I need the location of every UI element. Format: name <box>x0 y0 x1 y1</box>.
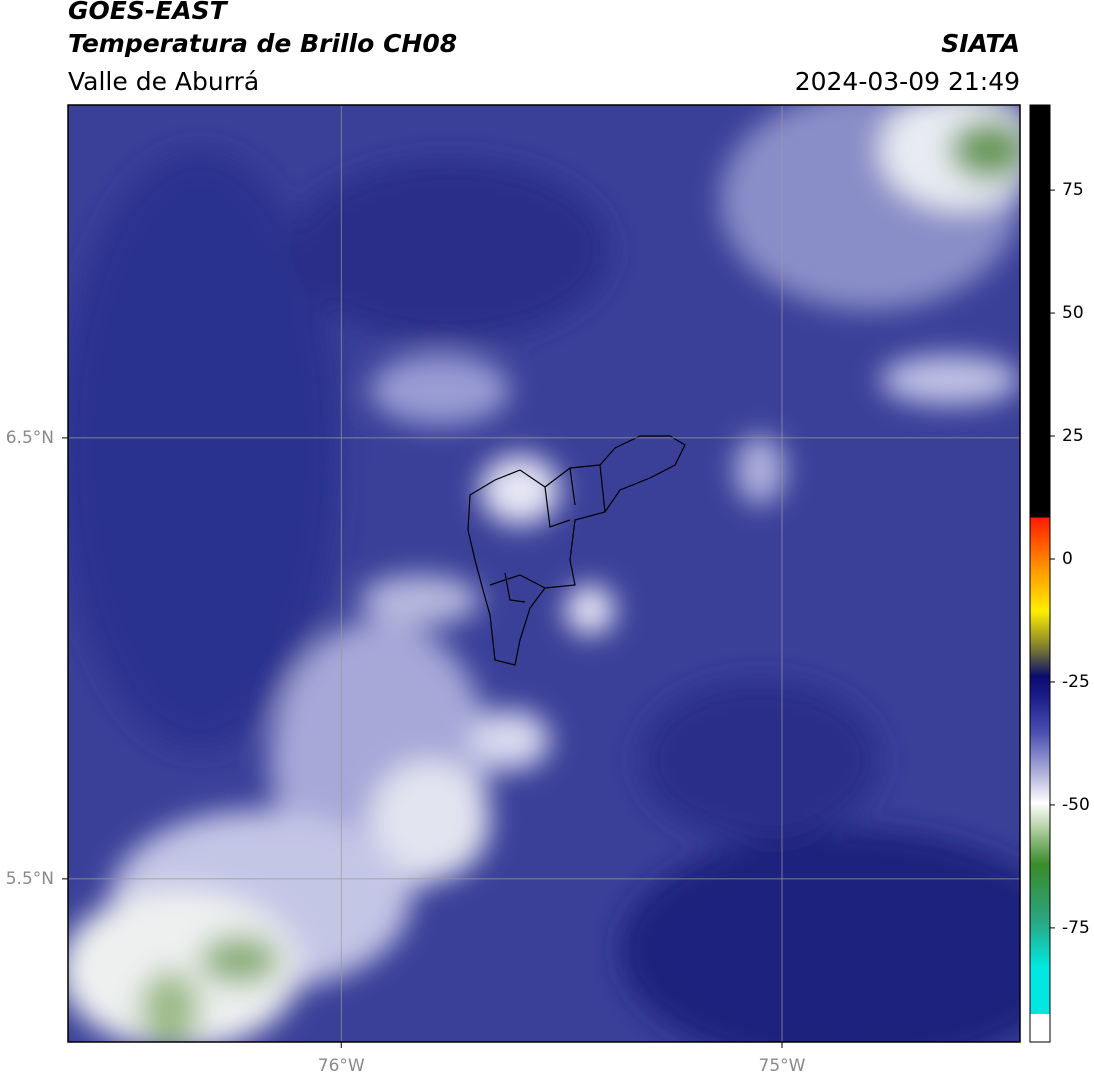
colorbar-label: 50 <box>1062 303 1084 323</box>
timestamp: 2024-03-09 21:49 <box>795 67 1020 96</box>
colorbar-label: -75 <box>1062 918 1090 938</box>
subtitle: Temperatura de Brillo CH08 <box>68 29 457 58</box>
lat-label: 6.5°N <box>6 428 54 448</box>
colorbar <box>1029 104 1051 1043</box>
colorbar-label: 25 <box>1062 426 1084 446</box>
satellite-image <box>68 105 1020 1042</box>
colorbar-label: 75 <box>1062 180 1084 200</box>
colorbar-label: -50 <box>1062 795 1090 815</box>
lon-label: 75°W <box>759 1056 806 1076</box>
basin-outline <box>467 435 686 666</box>
colorbar-label: -25 <box>1062 672 1090 692</box>
title: GOES-EAST <box>68 0 229 25</box>
colorbar-label: 0 <box>1062 549 1073 569</box>
region: Valle de Aburrá <box>68 67 259 96</box>
lon-label: 76°W <box>318 1056 365 1076</box>
agency: SIATA <box>941 29 1020 58</box>
lat-label: 5.5°N <box>6 869 54 889</box>
map-frame <box>67 104 1021 1043</box>
